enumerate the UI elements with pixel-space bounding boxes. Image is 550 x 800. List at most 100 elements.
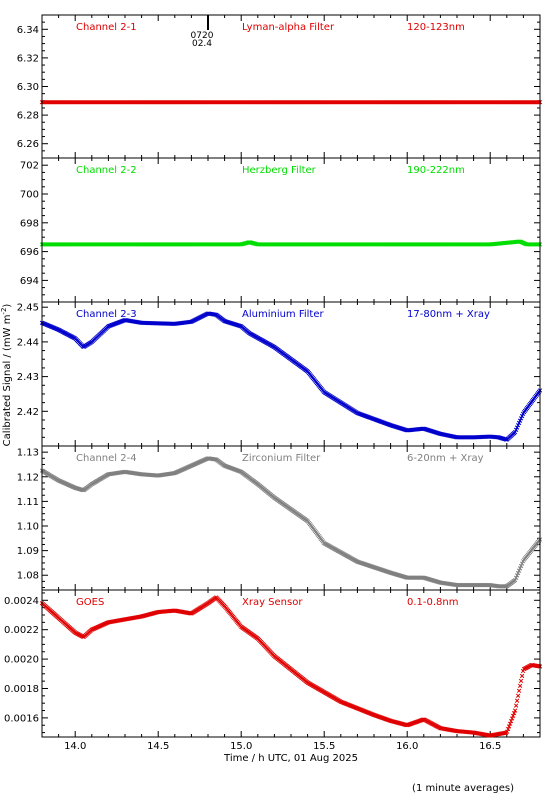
time-marker-label-2: 02.4: [192, 39, 212, 49]
panel-filter-label: Aluminium Filter: [242, 309, 325, 320]
panel-filter-label: Lyman-alpha Filter: [242, 22, 335, 33]
y-axis-label-main: Calibrated Signal / (mW m: [2, 315, 13, 447]
data-point: [514, 573, 520, 578]
panel-band-label: 0.1-0.8nm: [407, 597, 459, 608]
panel-channel-label: Channel 2-2: [76, 165, 137, 176]
panel-channel-label: Channel 2-4: [76, 453, 137, 464]
panel-channel-label: GOES: [76, 597, 104, 608]
data-point: [509, 716, 515, 721]
x-tick-label: 15.0: [230, 741, 252, 752]
panel-channel-label: Channel 2-1: [76, 22, 137, 33]
data-point: [518, 563, 524, 569]
data-point: [519, 561, 525, 566]
y-axis-label: Calibrated Signal / (mW m-2): [0, 304, 13, 447]
data-point: [517, 418, 523, 423]
data-point: [504, 729, 510, 734]
data-point: [515, 693, 521, 698]
panel-2: 694 696 698 700 702 Channel 2-2 Herzberg Filte…: [20, 157, 543, 303]
y-axis-label-close: ): [2, 304, 13, 308]
data-point: [514, 425, 520, 430]
panel-filter-label: Zirconium Filter: [242, 453, 321, 464]
data-point: [512, 578, 518, 583]
data-point: [512, 708, 518, 713]
data-point: [508, 718, 514, 724]
y-tick-label: 6.30: [17, 82, 39, 93]
panel-band-label: 120-123nm: [407, 22, 465, 33]
y-tick-label: 6.32: [17, 53, 39, 64]
y-tick-label: 1.13: [17, 448, 39, 459]
y-tick-label: 0.0016: [4, 713, 39, 724]
y-tick-label: 0.0022: [4, 625, 39, 636]
y-tick-label: 2.42: [17, 407, 39, 418]
y-tick-label: 1.10: [17, 522, 39, 533]
y-tick-label: 1.08: [17, 571, 39, 582]
x-tick-label: 16.5: [479, 741, 501, 752]
data-point: [512, 429, 518, 435]
panel-filter-label: Herzberg Filter: [242, 165, 317, 176]
footnote: (1 minute averages): [412, 783, 514, 794]
y-tick-label: 694: [20, 276, 39, 287]
data-point: [516, 420, 522, 426]
data-point: [513, 427, 519, 432]
y-tick-label: 0.0024: [4, 596, 39, 607]
series-points: [39, 100, 543, 105]
data-point: [515, 570, 521, 576]
time-marker: 0720 02.4: [191, 15, 214, 49]
data-point: [511, 711, 517, 716]
y-tick-label: 6.28: [17, 111, 39, 122]
y-tick-label: 1.12: [17, 472, 39, 483]
data-point: [518, 416, 524, 421]
y-tick-label: 6.26: [17, 139, 39, 150]
data-point: [517, 566, 523, 571]
panel-1: 6.26 6.28 6.30 6.32 6.34 Channel 2-1 Lyman-alp…: [17, 14, 543, 159]
x-tick-label: 16.0: [396, 741, 418, 752]
y-tick-label: 2.43: [17, 372, 39, 383]
data-point: [514, 698, 520, 703]
panel-band-label: 6-20nm + Xray: [407, 453, 484, 464]
data-point: [519, 673, 525, 679]
data-point: [518, 678, 524, 684]
x-tick-label: 15.5: [313, 741, 335, 752]
y-tick-label: 0.0020: [4, 655, 39, 666]
data-point: [505, 726, 511, 732]
data-point: [510, 713, 516, 718]
figure-frame: [41, 15, 541, 737]
y-tick-label: 700: [20, 190, 39, 201]
series-points: [39, 239, 543, 247]
time-marker-label-1: 0720: [191, 31, 214, 41]
data-point: [519, 413, 525, 419]
data-point: [502, 730, 508, 736]
data-point: [507, 721, 513, 726]
series-points: [39, 456, 543, 589]
panel-channel-label: Channel 2-3: [76, 309, 137, 320]
y-tick-label: 1.09: [17, 546, 39, 557]
panels-group: 6.26 6.28 6.30 6.32 6.34 Channel 2-1 Lyman-alp…: [4, 14, 543, 752]
y-tick-label: 2.44: [17, 337, 39, 348]
data-point: [516, 568, 522, 573]
y-tick-label: 696: [20, 247, 39, 258]
panel-filter-label: Xray Sensor: [242, 597, 303, 608]
data-point: [515, 423, 521, 428]
y-tick-label: 698: [20, 218, 39, 229]
data-point: [506, 724, 512, 729]
panel-4: 1.08 1.09 1.10 1.11 1.12 1.13 Channel 2-4 Zirco…: [17, 445, 543, 591]
panel-3: 2.42 2.43 2.44 2.45 Channel 2-3 Aluminium Fil…: [17, 301, 543, 447]
series-points: [39, 311, 543, 442]
series-points: [39, 595, 543, 738]
y-tick-label: 1.11: [17, 497, 39, 508]
y-tick-label: 6.34: [17, 25, 39, 36]
x-axis-label: Time / h UTC, 01 Aug 2025: [223, 753, 358, 764]
data-point: [513, 575, 519, 580]
data-point: [516, 688, 522, 693]
y-tick-label: 2.45: [17, 303, 39, 314]
y-tick-label: 702: [20, 161, 39, 172]
y-tick-label: 0.0018: [4, 684, 39, 695]
panel-band-label: 17-80nm + Xray: [407, 309, 490, 320]
panel-band-label: 190-222nm: [407, 165, 465, 176]
data-point: [513, 703, 519, 708]
y-axis-label-superscript: -2: [0, 308, 8, 315]
x-tick-label: 14.5: [147, 741, 169, 752]
x-tick-label: 14.0: [64, 741, 86, 752]
